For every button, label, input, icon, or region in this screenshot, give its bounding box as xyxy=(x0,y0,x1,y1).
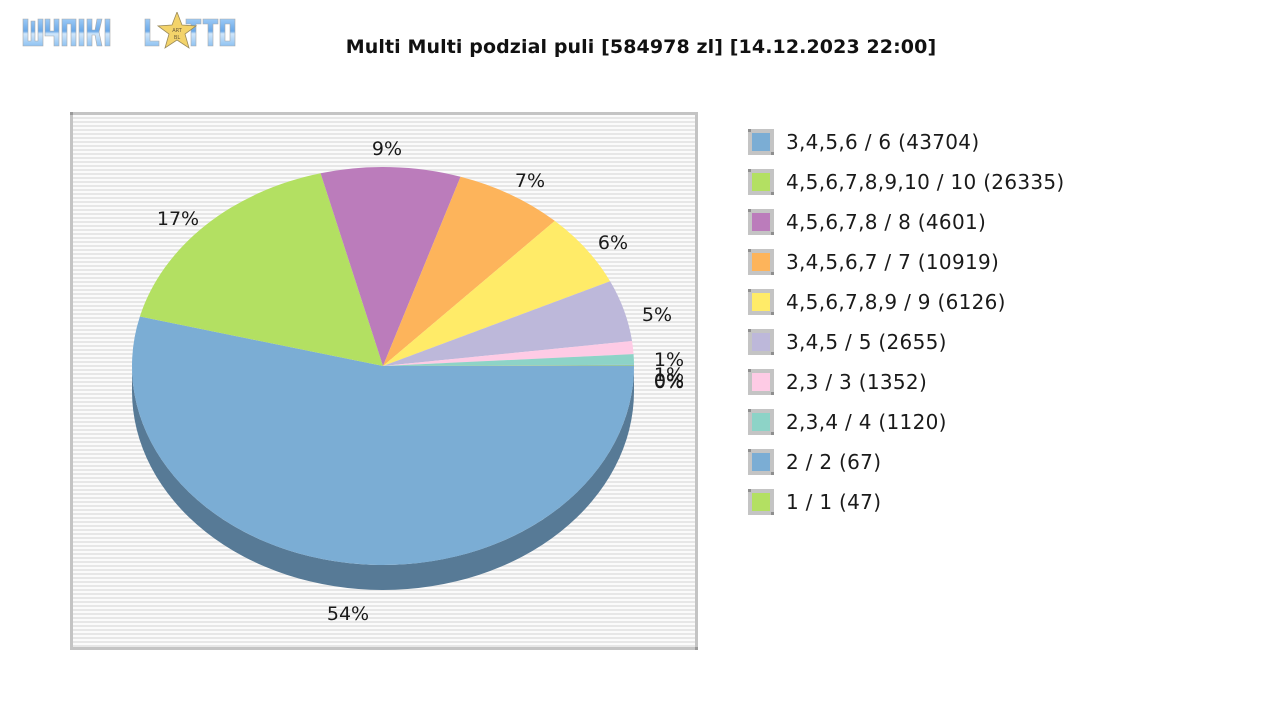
legend-item[interactable]: 2,3 / 3 (1352) xyxy=(748,362,1065,402)
legend-item[interactable]: 1 / 1 (47) xyxy=(748,482,1065,522)
pie-slice[interactable] xyxy=(383,281,633,366)
legend-label: 4,5,6,7,8,9 / 9 (6126) xyxy=(786,290,1006,314)
legend-label: 4,5,6,7,8,9,10 / 10 (26335) xyxy=(786,170,1065,194)
plot-corner xyxy=(695,647,698,650)
pie-slice[interactable] xyxy=(132,316,634,565)
legend-label: 3,4,5 / 5 (2655) xyxy=(786,330,947,354)
chart-legend: 3,4,5,6 / 6 (43704) 4,5,6,7,8,9,10 / 10 … xyxy=(748,122,1065,522)
legend-label: 2,3,4 / 4 (1120) xyxy=(786,410,947,434)
legend-swatch xyxy=(748,289,774,315)
pie-slice[interactable] xyxy=(383,364,634,366)
wyniki-lotto-logo[interactable]: ART BL xyxy=(20,10,242,58)
legend-label: 2 / 2 (67) xyxy=(786,450,882,474)
slice-percent-label: 7% xyxy=(515,170,545,192)
legend-label: 3,4,5,6 / 6 (43704) xyxy=(786,130,980,154)
slice-percent-label: 5% xyxy=(642,304,672,326)
legend-swatch xyxy=(748,209,774,235)
legend-item[interactable]: 3,4,5 / 5 (2655) xyxy=(748,322,1065,362)
pie-slice[interactable] xyxy=(383,365,634,366)
svg-text:ART: ART xyxy=(172,28,183,34)
legend-swatch xyxy=(748,329,774,355)
pie-slice[interactable] xyxy=(139,173,383,366)
legend-swatch xyxy=(748,409,774,435)
slice-percent-label: 9% xyxy=(372,138,402,160)
slice-percent-label: 0% xyxy=(654,370,684,392)
legend-swatch xyxy=(748,369,774,395)
slice-percent-label: 1% xyxy=(654,349,684,371)
pie-slice[interactable] xyxy=(320,166,461,366)
legend-item[interactable]: 3,4,5,6,7 / 7 (10919) xyxy=(748,242,1065,282)
legend-item[interactable]: 2 / 2 (67) xyxy=(748,442,1065,482)
slice-percent-label: 54% xyxy=(327,603,369,625)
slice-percent-label: 17% xyxy=(157,208,199,230)
legend-swatch xyxy=(748,249,774,275)
pie-slice[interactable] xyxy=(383,354,634,366)
pie-slice[interactable] xyxy=(383,176,555,366)
slice-percent-label: 0% xyxy=(654,371,684,393)
slice-percent-label: 6% xyxy=(598,232,628,254)
legend-item[interactable]: 4,5,6,7,8,9,10 / 10 (26335) xyxy=(748,162,1065,202)
pie-slice-labels: 54%17%9%7%6%5%1%1%0%0% xyxy=(157,138,684,625)
slice-percent-label: 1% xyxy=(654,364,684,386)
legend-label: 4,5,6,7,8 / 8 (4601) xyxy=(786,210,987,234)
legend-label: 1 / 1 (47) xyxy=(786,490,882,514)
plot-corner xyxy=(70,112,73,115)
legend-swatch xyxy=(748,449,774,475)
chart-title: Multi Multi podzial puli [584978 zl] [14… xyxy=(345,36,937,58)
legend-swatch xyxy=(748,169,774,195)
logo-graphic: ART BL xyxy=(22,10,236,49)
legend-item[interactable]: 4,5,6,7,8 / 8 (4601) xyxy=(748,202,1065,242)
legend-swatch xyxy=(748,129,774,155)
svg-text:BL: BL xyxy=(174,35,180,41)
pie-slice[interactable] xyxy=(383,341,634,366)
legend-label: 3,4,5,6,7 / 7 (10919) xyxy=(786,250,1000,274)
star-icon: ART BL xyxy=(156,10,198,49)
legend-label: 2,3 / 3 (1352) xyxy=(786,370,928,394)
legend-item[interactable]: 4,5,6,7,8,9 / 9 (6126) xyxy=(748,282,1065,322)
pie-slice[interactable] xyxy=(383,220,611,366)
legend-item[interactable]: 2,3,4 / 4 (1120) xyxy=(748,402,1065,442)
pie-slices xyxy=(132,166,634,565)
legend-swatch xyxy=(748,489,774,515)
legend-item[interactable]: 3,4,5,6 / 6 (43704) xyxy=(748,122,1065,162)
